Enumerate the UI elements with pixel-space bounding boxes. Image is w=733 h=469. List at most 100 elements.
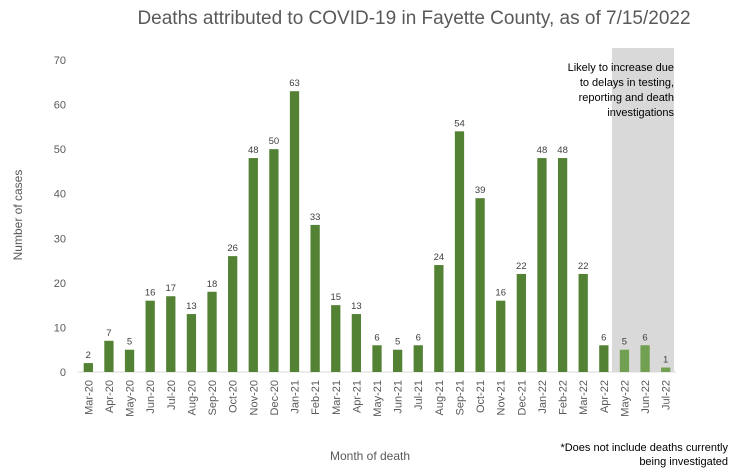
x-tick-label: Dec-20: [269, 380, 281, 415]
x-tick-label: Jun-22: [640, 380, 652, 414]
bar: [166, 296, 176, 372]
data-label: 22: [578, 261, 589, 272]
bar: [248, 158, 258, 372]
x-tick-label: Jul-20: [166, 380, 178, 410]
x-tick-label: Oct-21: [475, 380, 487, 413]
data-label: 26: [227, 243, 238, 254]
bar: [599, 345, 609, 372]
data-label: 48: [557, 145, 568, 156]
y-tick-label: 20: [54, 278, 66, 290]
bar: [392, 349, 403, 372]
y-tick-label: 10: [54, 322, 66, 334]
x-tick-label: Apr-22: [599, 380, 611, 413]
data-label: 16: [145, 288, 156, 299]
bar: [661, 367, 671, 372]
x-tick-label: May-22: [619, 380, 631, 417]
bar: [454, 131, 465, 372]
data-label: 2: [86, 350, 91, 361]
bar: [413, 345, 423, 372]
y-tick-label: 40: [54, 189, 66, 201]
x-tick-label: May-20: [125, 380, 137, 417]
x-tick-label: Nov-20: [248, 380, 260, 415]
data-label: 6: [374, 332, 379, 343]
data-label: 48: [537, 145, 548, 156]
data-label: 18: [207, 279, 218, 290]
data-label: 13: [351, 301, 362, 312]
x-tick-label: Sep-20: [207, 380, 219, 415]
bar: [269, 149, 279, 372]
bar: [124, 349, 135, 372]
bar: [372, 345, 382, 372]
x-tick-label: Jan-21: [290, 380, 302, 414]
data-label: 39: [475, 185, 486, 196]
shade-annotation: Likely to increase due to delays in test…: [567, 62, 674, 119]
data-label: 7: [106, 328, 111, 339]
bar: [496, 300, 506, 372]
bar: [640, 345, 650, 372]
bar: [104, 340, 114, 372]
x-tick-label: Jul-21: [413, 380, 425, 410]
x-tick-label: Mar-21: [331, 380, 343, 415]
data-label: 54: [454, 118, 465, 129]
bar: [578, 273, 588, 372]
data-label: 22: [516, 261, 527, 272]
bar: [475, 198, 485, 372]
data-label: 24: [434, 252, 445, 263]
data-label: 15: [330, 292, 341, 303]
bar: [351, 314, 362, 372]
x-tick-label: Aug-20: [186, 380, 198, 415]
x-tick-label: Jun-20: [145, 380, 157, 414]
bar: [289, 91, 300, 372]
x-tick-label: Sep-21: [454, 380, 466, 415]
y-tick-label: 50: [54, 144, 66, 156]
bar: [619, 349, 630, 372]
x-tick-label: Mar-20: [83, 380, 95, 415]
x-tick-label: Feb-22: [558, 380, 570, 415]
bar: [207, 291, 217, 372]
data-label: 48: [248, 145, 259, 156]
data-label: 13: [186, 301, 197, 312]
bar: [331, 305, 341, 372]
x-tick-label: Apr-21: [351, 380, 363, 413]
x-tick-label: Jul-22: [661, 380, 673, 410]
x-tick-label: Jan-22: [537, 380, 549, 414]
y-tick-label: 30: [54, 233, 66, 245]
x-tick-label: Feb-21: [310, 380, 322, 415]
incomplete-data-shade: [612, 48, 674, 372]
data-label: 1: [663, 355, 668, 366]
bar: [434, 265, 444, 372]
y-tick-label: 60: [54, 100, 66, 112]
data-label: 17: [166, 283, 177, 294]
bar: [310, 224, 320, 372]
x-tick-label: Nov-21: [496, 380, 508, 415]
x-tick-label: Mar-22: [578, 380, 590, 415]
data-label: 6: [601, 332, 606, 343]
data-label: 6: [416, 332, 421, 343]
x-axis-label: Month of death: [329, 449, 411, 463]
x-tick-label: Oct-20: [228, 380, 240, 413]
y-tick-label: 70: [54, 55, 66, 67]
x-tick-label: Jun-21: [393, 380, 405, 414]
data-label: 5: [622, 337, 627, 348]
bar: [228, 256, 238, 372]
bar: [557, 158, 568, 372]
bar: [537, 158, 547, 372]
bar: [186, 314, 197, 372]
chart-title: Deaths attributed to COVID-19 in Fayette…: [137, 8, 691, 29]
bar: [83, 363, 93, 372]
bar: [145, 300, 155, 372]
data-label: 50: [269, 136, 280, 147]
x-tick-label: May-21: [372, 380, 384, 417]
data-label: 16: [495, 288, 506, 299]
x-tick-label: Aug-21: [434, 380, 446, 415]
data-label: 33: [310, 212, 321, 223]
data-label: 63: [289, 78, 300, 89]
footnote: *Does not include deaths currently being…: [560, 442, 728, 468]
x-tick-label: Apr-20: [104, 380, 116, 413]
x-tick-label: Dec-21: [516, 380, 528, 415]
data-label: 6: [642, 332, 647, 343]
y-tick-label: 0: [60, 367, 66, 379]
data-label: 5: [395, 337, 400, 348]
data-label: 5: [127, 337, 132, 348]
